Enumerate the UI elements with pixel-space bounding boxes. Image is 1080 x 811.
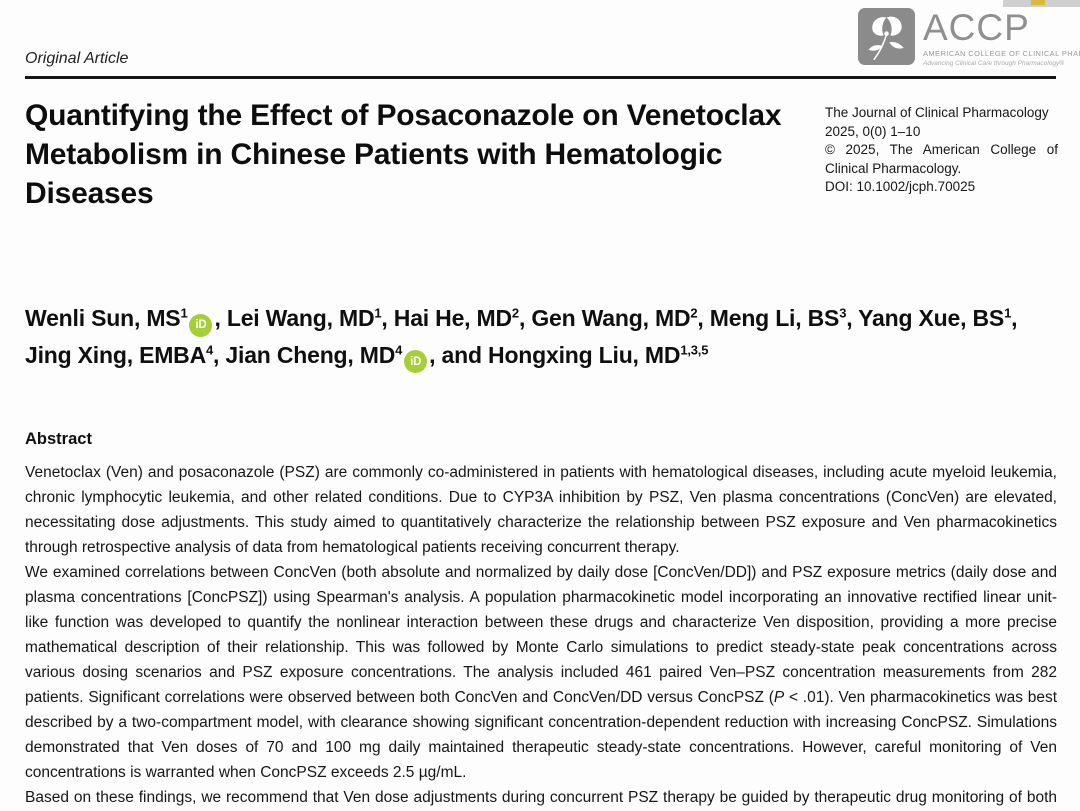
accp-logo-text: ACCP American College of Clinical Pharma… <box>923 7 1080 68</box>
author-affiliation-sup: 4 <box>395 341 403 357</box>
journal-citation: The Journal of Clinical Pharmacology 202… <box>825 104 1058 197</box>
journal-issue: 2025, 0(0) 1–10 <box>825 123 921 139</box>
author-name: , Jing Xing, EMBA4 <box>25 305 1018 368</box>
author-name: , Jian Cheng, MD4 <box>213 341 403 368</box>
abstract-heading: Abstract <box>25 430 92 448</box>
orcid-icon[interactable]: iD <box>189 313 213 337</box>
author-affiliation-sup: 4 <box>206 341 214 357</box>
article-type-label: Original Article <box>25 50 129 67</box>
author-name: Wenli Sun, MS1 <box>25 305 188 331</box>
author-affiliation-sup: 1,3,5 <box>680 341 709 357</box>
accp-acronym: ACCP <box>923 7 1030 48</box>
author-affiliation-sup: 1 <box>1004 305 1012 321</box>
author-affiliation-sup: 2 <box>690 305 698 321</box>
doi: DOI: 10.1002/jcph.70025 <box>825 179 976 194</box>
italic-p-symbol: P <box>773 689 785 706</box>
author-name: , Lei Wang, MD1 <box>214 305 382 331</box>
abstract-paragraph-2: We examined correlations between ConcVen… <box>25 564 1058 781</box>
abstract-paragraph-1: Venetoclax (Ven) and posaconazole (PSZ) … <box>25 464 1057 556</box>
journal-name: The Journal of Clinical Pharmacology <box>825 105 1049 120</box>
accp-org-name: American College of Clinical Pharmacolog… <box>923 49 1080 58</box>
author-affiliation-sup: 2 <box>511 305 519 321</box>
article-title: Quantifying the Effect of Posaconazole o… <box>25 99 782 210</box>
author-name: , Yang Xue, BS1 <box>846 305 1012 331</box>
author-list: Wenli Sun, MS1iD, Lei Wang, MD1, Hai He,… <box>25 300 1057 373</box>
header-divider <box>25 76 1056 79</box>
abstract-section: Abstract Venetoclax (Ven) and posaconazo… <box>25 430 1057 811</box>
copyright-line-1: © 2025, The American College of <box>825 142 1058 157</box>
author-name: , and Hongxing Liu, MD1,3,5 <box>429 341 709 368</box>
poppy-flower-icon <box>858 8 915 65</box>
author-affiliation-sup: 1 <box>180 305 188 321</box>
abstract-paragraph-3: Based on these findings, we recommend th… <box>25 789 1057 806</box>
accp-tagline: Advancing Clinical Care through Pharmaco… <box>923 60 1065 67</box>
window-edge-strip <box>1003 0 1080 7</box>
window-control-chip <box>1031 0 1045 5</box>
author-name: , Gen Wang, MD2 <box>518 305 698 331</box>
author-affiliation-sup: 1 <box>374 305 382 321</box>
author-name: , Hai He, MD2 <box>381 305 519 331</box>
author-name: , Meng Li, BS3 <box>697 305 847 331</box>
orcid-icon[interactable]: iD <box>404 350 428 373</box>
copyright-line-2: Clinical Pharmacology. <box>825 160 962 176</box>
accp-logo: ACCP American College of Clinical Pharma… <box>858 8 1080 67</box>
author-affiliation-sup: 3 <box>839 305 847 321</box>
